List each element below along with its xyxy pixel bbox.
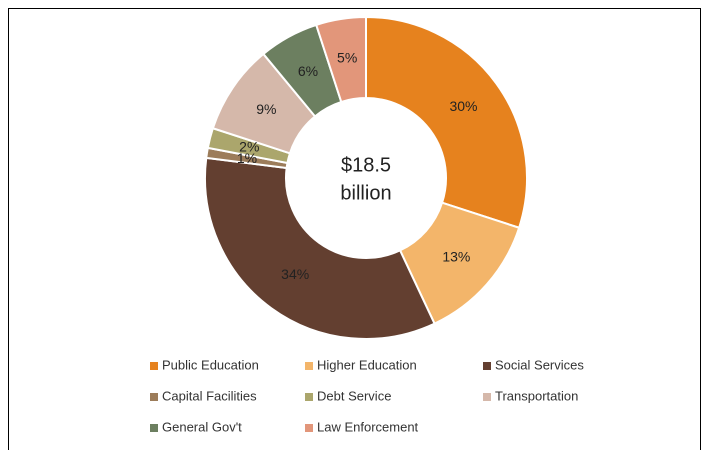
donut-segment [204,156,436,340]
legend-swatch [305,362,313,370]
data-label: 9% [256,101,276,117]
frame [8,8,701,450]
data-label: 5% [337,50,357,66]
legend-swatch [305,393,313,401]
data-label: 2% [239,139,259,155]
legend-label: Debt Service [317,388,391,403]
legend-swatch [305,424,313,432]
data-label: 34% [281,266,309,282]
legend-label: Transportation [495,388,578,403]
donut-segment [314,15,367,104]
legend-swatch [483,393,491,401]
legend-label: Social Services [495,357,584,372]
legend-swatch [150,424,158,432]
legend-swatch [150,362,158,370]
legend-label: Higher Education [317,357,417,372]
legend-label: Capital Facilities [162,388,257,403]
data-label: 30% [449,98,477,114]
data-label: 6% [298,63,318,79]
legend-swatch [483,362,491,370]
center-label: $18.5 [341,154,391,176]
legend-swatch [150,393,158,401]
legend-label: Law Enforcement [317,419,419,434]
legend-label: Public Education [162,357,259,372]
data-label: 13% [442,248,470,264]
center-label: billion [340,182,391,204]
donut-segment [365,15,528,230]
data-label: 1% [237,150,257,166]
legend-label: General Gov't [162,419,242,434]
